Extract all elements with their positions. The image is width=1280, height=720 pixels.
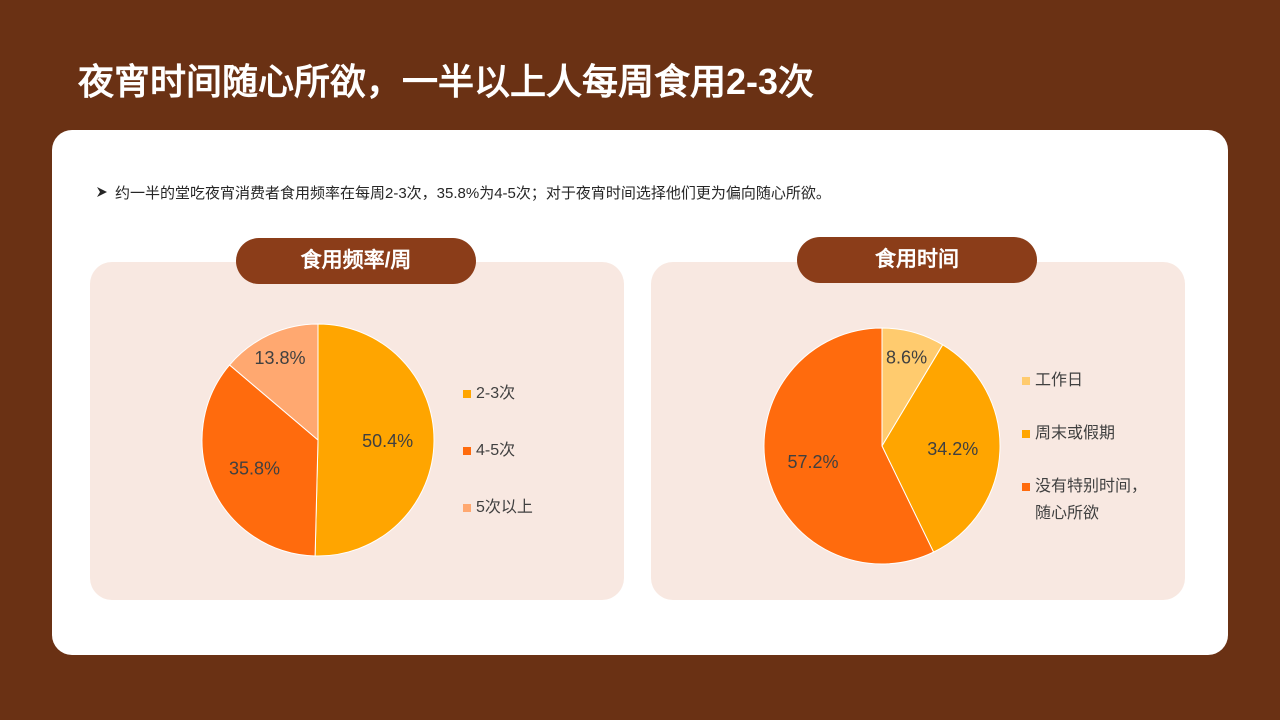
summary-text: 约一半的堂吃夜宵消费者食用频率在每周2-3次，35.8%为4-5次；对于夜宵时间… (115, 184, 831, 202)
content-card: 约一半的堂吃夜宵消费者食用频率在每周2-3次，35.8%为4-5次；对于夜宵时间… (52, 130, 1228, 655)
slice-data-label: 13.8% (254, 348, 305, 368)
legend-item: 4-5次 (463, 437, 533, 464)
frequency-legend: 2-3次 4-5次 5次以上 (463, 380, 533, 521)
pie-slice (314, 323, 435, 557)
legend-label: 没有特别时间，随心所欲 (1035, 478, 1148, 522)
legend-swatch (463, 503, 471, 512)
slice-data-label: 57.2% (787, 452, 838, 472)
arrowhead-bullet-icon (97, 187, 107, 197)
pie-slice (201, 364, 319, 557)
legend-item: 周末或假期 (1022, 420, 1155, 447)
legend-label: 4-5次 (476, 442, 516, 459)
frequency-chart-title: 食用频率/周 (236, 238, 476, 284)
legend-label: 5次以上 (476, 499, 533, 516)
legend-item: 2-3次 (463, 380, 533, 407)
pie-slice (228, 323, 319, 442)
legend-swatch (1022, 429, 1030, 438)
slide-title: 夜宵时间随心所欲，一半以上人每周食用2-3次 (78, 61, 815, 102)
slice-data-label: 34.2% (927, 439, 978, 459)
time-legend: 工作日周末或假期没有特别时间，随心所欲 (1022, 367, 1155, 527)
legend-label: 2-3次 (476, 385, 516, 402)
summary-bullet: 约一半的堂吃夜宵消费者食用频率在每周2-3次，35.8%为4-5次；对于夜宵时间… (97, 181, 831, 203)
time-pie-chart: 8.6% 34.2% 57.2% (763, 327, 1001, 565)
pie-slice (763, 327, 935, 565)
legend-item: 没有特别时间，随心所欲 (1022, 473, 1155, 527)
legend-swatch (463, 389, 471, 398)
time-chart-title: 食用时间 (797, 237, 1037, 283)
legend-item: 5次以上 (463, 494, 533, 521)
legend-label: 周末或假期 (1035, 425, 1116, 442)
legend-label: 工作日 (1035, 372, 1084, 389)
time-chart-panel: 8.6% 34.2% 57.2% 工作日周末或假期没有特别时间，随心所欲 (651, 262, 1185, 600)
slice-data-label: 35.8% (229, 458, 280, 478)
legend-swatch (1022, 376, 1030, 385)
legend-item: 工作日 (1022, 367, 1155, 394)
frequency-chart-panel: 50.4% 35.8% 13.8% 2-3次 4-5次 5次以上 (90, 262, 624, 600)
pie-slice (881, 344, 1001, 553)
legend-swatch (1022, 482, 1030, 491)
frequency-pie-chart: 50.4% 35.8% 13.8% (201, 323, 435, 557)
slice-data-label: 50.4% (362, 431, 413, 451)
legend-swatch (463, 446, 471, 455)
slice-data-label: 8.6% (886, 347, 927, 367)
